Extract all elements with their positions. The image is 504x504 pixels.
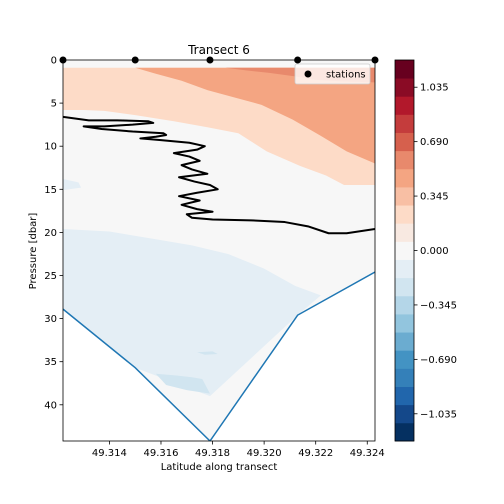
colorbar: 1.035 0.690 0.345 0.000 −0.345 −0.690 −1.035: [394, 59, 457, 442]
legend-marker-stations: [304, 70, 312, 78]
colorbar-tick-label-0: 1.035: [420, 83, 449, 94]
colorbar-band-7: [395, 295, 414, 315]
chart-title: Transect 6: [187, 43, 250, 57]
bottom-profile-line: [63, 271, 375, 441]
colorbar-tick-label-4: −0.345: [420, 300, 457, 311]
plot-frame: [62, 59, 376, 442]
colorbar-band-6: [395, 314, 414, 333]
colorbar-band-15: [395, 150, 414, 170]
x-tick-label-5: 49.324: [350, 448, 385, 459]
x-axis-title: Latitude along transect: [161, 462, 278, 473]
colorbar-band-12: [395, 205, 414, 224]
colorbar-band-13: [395, 187, 414, 206]
colorbar-band-4: [395, 350, 414, 369]
contour-region-6: [135, 67, 375, 164]
colorbar-band-18: [395, 96, 414, 115]
y-tick-label-7: 35: [44, 357, 57, 368]
legend-box: [294, 63, 371, 85]
colorbar-ticks: 1.035 0.690 0.345 0.000 −0.345 −0.690 −1.035: [414, 83, 457, 420]
y-tick-label-4: 20: [44, 228, 57, 239]
zero-contour-line: [63, 115, 375, 235]
y-tick-label-2: 10: [44, 142, 57, 153]
colorbar-band-0: [395, 422, 414, 442]
colorbar-tick-label-1: 0.690: [420, 137, 449, 148]
colorbar-band-17: [395, 114, 414, 133]
x-tick-label-3: 49.320: [247, 448, 282, 459]
y-axis: 0 5 10 15 20 25 30 35 40: [44, 56, 63, 411]
contour-region-3: [155, 373, 210, 394]
y-axis-title: Pressure [dbar]: [28, 213, 39, 290]
colorbar-band-1: [395, 404, 414, 424]
colorbar-bands: [395, 60, 414, 442]
y-tick-label-5: 25: [44, 271, 57, 282]
zero-contour-group: [63, 115, 375, 235]
colorbar-tick-label-6: −1.035: [420, 409, 457, 420]
colorbar-band-9: [395, 259, 414, 279]
y-tick-label-3: 15: [44, 185, 57, 196]
x-tick-label-0: 49.314: [92, 448, 127, 459]
colorbar-band-14: [395, 168, 414, 188]
colorbar-band-20: [395, 60, 414, 79]
colorbar-tick-label-2: 0.345: [420, 192, 449, 203]
colorbar-tick-label-5: −0.690: [420, 355, 457, 366]
y-tick-label-0: 0: [51, 56, 57, 67]
colorbar-band-2: [395, 386, 414, 406]
legend-label-stations: stations: [326, 70, 366, 81]
legend: stations: [294, 63, 371, 85]
x-axis: 49.314 49.316 49.318 49.320 49.322 49.324: [92, 441, 385, 459]
y-tick-label-6: 30: [44, 314, 57, 325]
colorbar-tick-label-3: 0.000: [420, 246, 449, 257]
colorbar-band-10: [395, 241, 414, 260]
colorbar-band-5: [395, 332, 414, 351]
y-tick-label-8: 40: [44, 400, 57, 411]
bottom-profile-group: [63, 271, 375, 441]
colorbar-band-8: [395, 277, 414, 297]
contour-region-4: [197, 351, 218, 355]
colorbar-band-11: [395, 223, 414, 242]
colorbar-band-3: [395, 368, 414, 387]
contour-region-1: [63, 228, 321, 397]
contour-region-2: [63, 178, 82, 191]
y-tick-label-1: 5: [51, 99, 57, 110]
x-tick-label-4: 49.322: [298, 448, 333, 459]
x-tick-label-2: 49.318: [195, 448, 230, 459]
x-tick-label-1: 49.316: [143, 448, 178, 459]
colorbar-band-19: [395, 78, 414, 97]
colorbar-band-16: [395, 132, 414, 152]
